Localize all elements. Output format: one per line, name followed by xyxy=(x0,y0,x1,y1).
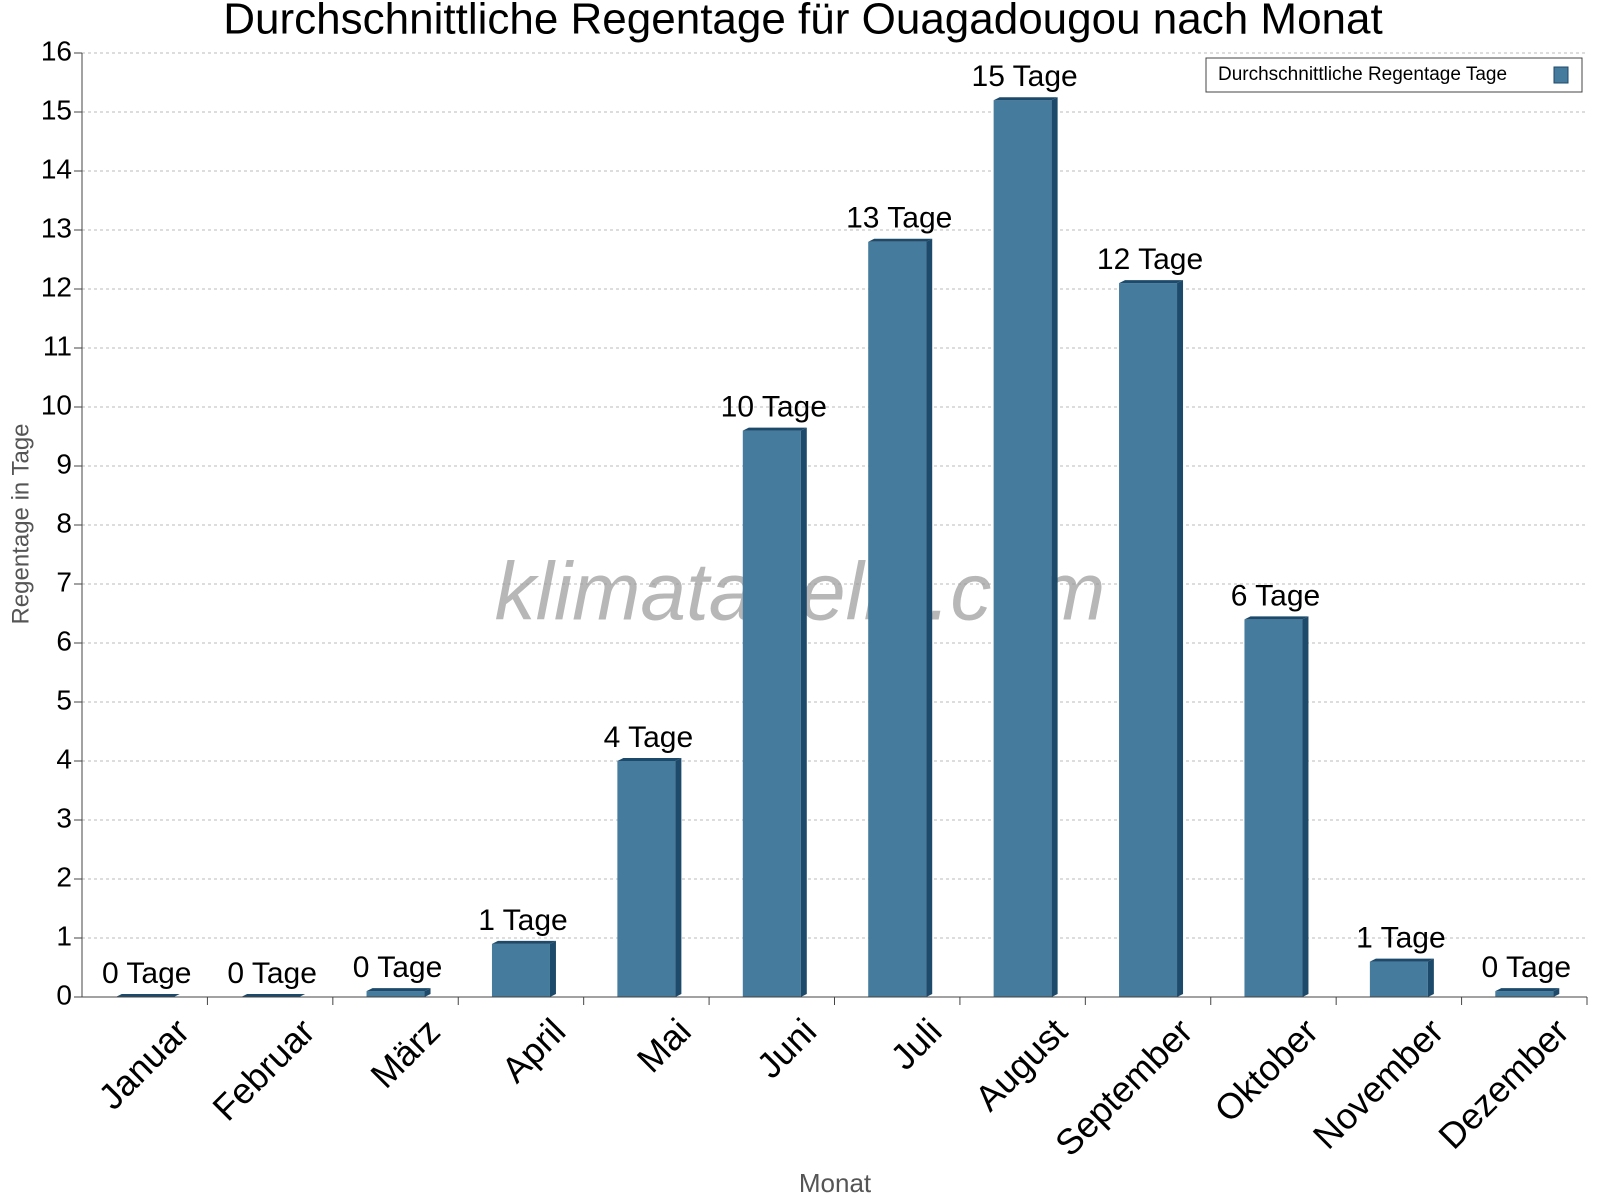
y-axis-label: Regentage in Tage xyxy=(7,423,34,624)
bar-side xyxy=(424,988,431,997)
legend-box xyxy=(1205,57,1583,93)
data-label: 0 Tage xyxy=(102,957,192,990)
bar-top xyxy=(115,994,180,997)
bar xyxy=(742,427,807,998)
bar-side xyxy=(675,758,682,997)
x-tick-label: Oktober xyxy=(1206,1010,1326,1130)
bar xyxy=(1495,988,1560,997)
x-tick-label: Juni xyxy=(748,1010,824,1086)
x-tick-label: Juli xyxy=(882,1010,949,1077)
y-tick-label: 16 xyxy=(41,35,72,66)
data-label: 10 Tage xyxy=(721,391,827,424)
y-tick-label: 14 xyxy=(41,153,72,184)
bar-front xyxy=(491,943,550,997)
bar-top xyxy=(1495,988,1560,992)
bar-side xyxy=(1427,958,1434,997)
data-label: 6 Tage xyxy=(1231,579,1321,612)
bar xyxy=(1119,280,1184,998)
bar-top xyxy=(1119,280,1184,284)
y-tick-label: 13 xyxy=(41,212,72,243)
data-label: 12 Tage xyxy=(1097,243,1203,276)
data-label: 0 Tage xyxy=(227,957,317,990)
y-tick-label: 3 xyxy=(56,802,72,833)
y-tick-label: 15 xyxy=(41,94,72,125)
x-tick-label: Dezember xyxy=(1430,1010,1576,1156)
bar-front xyxy=(1244,619,1303,997)
bar xyxy=(115,994,180,997)
bar xyxy=(1369,958,1434,997)
bar-side xyxy=(549,940,556,997)
y-tick-label: 12 xyxy=(41,271,72,302)
bar-top xyxy=(993,97,1058,101)
y-tick-label: 10 xyxy=(41,389,72,420)
bar-side xyxy=(1177,280,1184,998)
y-tick-label: 8 xyxy=(56,507,72,538)
bar-top xyxy=(1369,958,1434,962)
bar-front xyxy=(1495,991,1554,997)
data-label: 1 Tage xyxy=(478,904,568,937)
bar-top xyxy=(491,940,556,944)
data-label: 13 Tage xyxy=(846,202,952,235)
data-label: 0 Tage xyxy=(1482,951,1572,984)
bar-front xyxy=(742,430,801,998)
x-tick-label: Januar xyxy=(90,1010,197,1117)
y-tick-label: 11 xyxy=(43,330,72,361)
bar-side xyxy=(1302,616,1309,997)
legend-label: Durchschnittliche Regentage Tage xyxy=(1218,64,1507,85)
x-tick-label: November xyxy=(1305,1010,1451,1156)
y-tick-label: 9 xyxy=(56,448,72,479)
bar xyxy=(1244,616,1309,997)
bar-top xyxy=(742,427,807,431)
bar xyxy=(993,97,1058,997)
x-tick-label: April xyxy=(493,1010,573,1090)
x-axis-label: Monat xyxy=(799,1168,872,1198)
legend-swatch xyxy=(1553,66,1569,84)
bar-side xyxy=(800,427,807,998)
bar xyxy=(491,940,556,997)
y-tick-label: 4 xyxy=(56,743,72,774)
bar xyxy=(617,758,682,997)
y-tick-label: 7 xyxy=(56,566,72,597)
x-tick-label: August xyxy=(967,1010,1075,1118)
data-label: 4 Tage xyxy=(604,721,694,754)
bar xyxy=(868,238,933,998)
bar-front xyxy=(617,761,676,997)
x-tick-label: Februar xyxy=(204,1010,322,1128)
bar xyxy=(241,994,306,997)
data-label: 15 Tage xyxy=(972,60,1078,93)
bar-top xyxy=(617,758,682,761)
bar-side xyxy=(1553,988,1560,997)
bar-top xyxy=(366,988,431,992)
y-tick-label: 5 xyxy=(56,684,72,715)
x-tick-label: März xyxy=(362,1010,448,1096)
bar xyxy=(366,988,431,997)
chart-title: Durchschnittliche Regentage für Ouagadou… xyxy=(223,0,1382,44)
bar-top xyxy=(1244,616,1309,620)
bar-front xyxy=(1369,961,1428,997)
bar-front xyxy=(868,241,927,998)
y-tick-label: 2 xyxy=(56,861,72,892)
bar-side xyxy=(1051,97,1058,997)
bar-side xyxy=(926,238,933,998)
bar-front xyxy=(366,991,425,997)
y-tick-label: 6 xyxy=(56,625,72,656)
bar-front xyxy=(993,100,1052,997)
y-tick-label: 0 xyxy=(56,979,72,1010)
bar-top xyxy=(241,994,306,997)
x-tick-label: September xyxy=(1047,1010,1201,1164)
y-tick-label: 1 xyxy=(56,920,72,951)
data-label: 1 Tage xyxy=(1356,922,1446,955)
bar-top xyxy=(868,238,933,242)
data-label: 0 Tage xyxy=(353,951,443,984)
bar-front xyxy=(1119,283,1178,998)
x-tick-label: Mai xyxy=(629,1010,699,1080)
